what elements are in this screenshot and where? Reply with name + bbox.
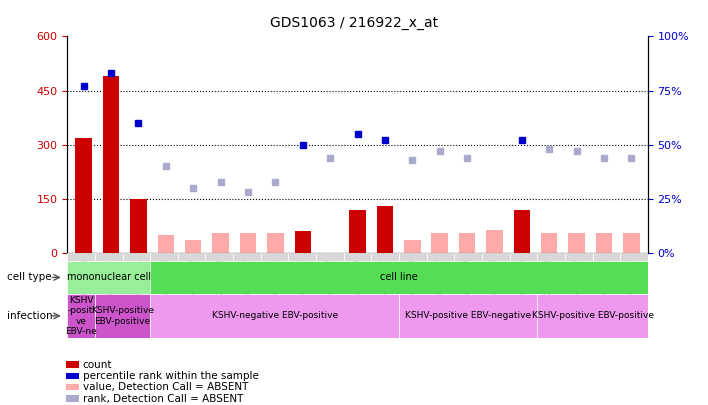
- Bar: [295, 232, 311, 253]
- Bar: [150, 261, 648, 294]
- Bar: [623, 233, 639, 253]
- Text: percentile rank within the sample: percentile rank within the sample: [83, 371, 258, 381]
- Text: KSHV-positive EBV-positive: KSHV-positive EBV-positive: [532, 311, 653, 320]
- Bar: [95, 253, 122, 261]
- Bar: [620, 253, 648, 261]
- Bar: [569, 233, 585, 253]
- Bar: [288, 253, 316, 261]
- Bar: [103, 76, 119, 253]
- Text: KSHV-negative EBV-positive: KSHV-negative EBV-positive: [212, 311, 338, 320]
- Bar: [205, 253, 233, 261]
- Text: rank, Detection Call = ABSENT: rank, Detection Call = ABSENT: [83, 394, 244, 403]
- Bar: [427, 253, 455, 261]
- Text: KSHV-positive EBV-negative: KSHV-positive EBV-negative: [405, 311, 531, 320]
- Bar: [513, 210, 530, 253]
- Bar: [399, 253, 427, 261]
- Bar: [240, 233, 256, 253]
- Bar: [67, 253, 95, 261]
- Bar: [261, 253, 288, 261]
- Text: KSHV-positive
EBV-positive: KSHV-positive EBV-positive: [91, 306, 154, 326]
- Bar: [130, 199, 147, 253]
- Bar: [316, 253, 343, 261]
- Bar: [372, 253, 399, 261]
- Text: KSHV
-positi
ve
EBV-ne: KSHV -positi ve EBV-ne: [65, 296, 97, 336]
- Bar: [596, 233, 612, 253]
- Bar: [565, 253, 593, 261]
- Bar: [431, 233, 448, 253]
- Bar: [455, 253, 482, 261]
- Bar: [541, 233, 557, 253]
- Bar: [404, 241, 421, 253]
- Bar: [150, 253, 178, 261]
- Bar: [267, 233, 284, 253]
- Bar: [537, 253, 565, 261]
- Bar: [67, 261, 150, 294]
- Bar: [150, 294, 399, 338]
- Bar: [349, 210, 366, 253]
- Text: cell type: cell type: [7, 273, 52, 282]
- Bar: [233, 253, 261, 261]
- Bar: [158, 235, 174, 253]
- Text: count: count: [83, 360, 113, 369]
- Bar: [95, 294, 150, 338]
- Text: infection: infection: [7, 311, 52, 321]
- Bar: [537, 294, 648, 338]
- Bar: [76, 138, 92, 253]
- Bar: [67, 294, 95, 338]
- Bar: [510, 253, 537, 261]
- Bar: [212, 233, 229, 253]
- Bar: [343, 253, 372, 261]
- Text: GDS1063 / 216922_x_at: GDS1063 / 216922_x_at: [270, 16, 438, 30]
- Bar: [399, 294, 537, 338]
- Text: cell line: cell line: [380, 273, 418, 282]
- Bar: [482, 253, 510, 261]
- Bar: [593, 253, 620, 261]
- Bar: [486, 230, 503, 253]
- Bar: [459, 233, 475, 253]
- Text: mononuclear cell: mononuclear cell: [67, 273, 151, 282]
- Bar: [185, 241, 202, 253]
- Bar: [122, 253, 150, 261]
- Bar: [178, 253, 205, 261]
- Bar: [377, 206, 393, 253]
- Text: value, Detection Call = ABSENT: value, Detection Call = ABSENT: [83, 382, 249, 392]
